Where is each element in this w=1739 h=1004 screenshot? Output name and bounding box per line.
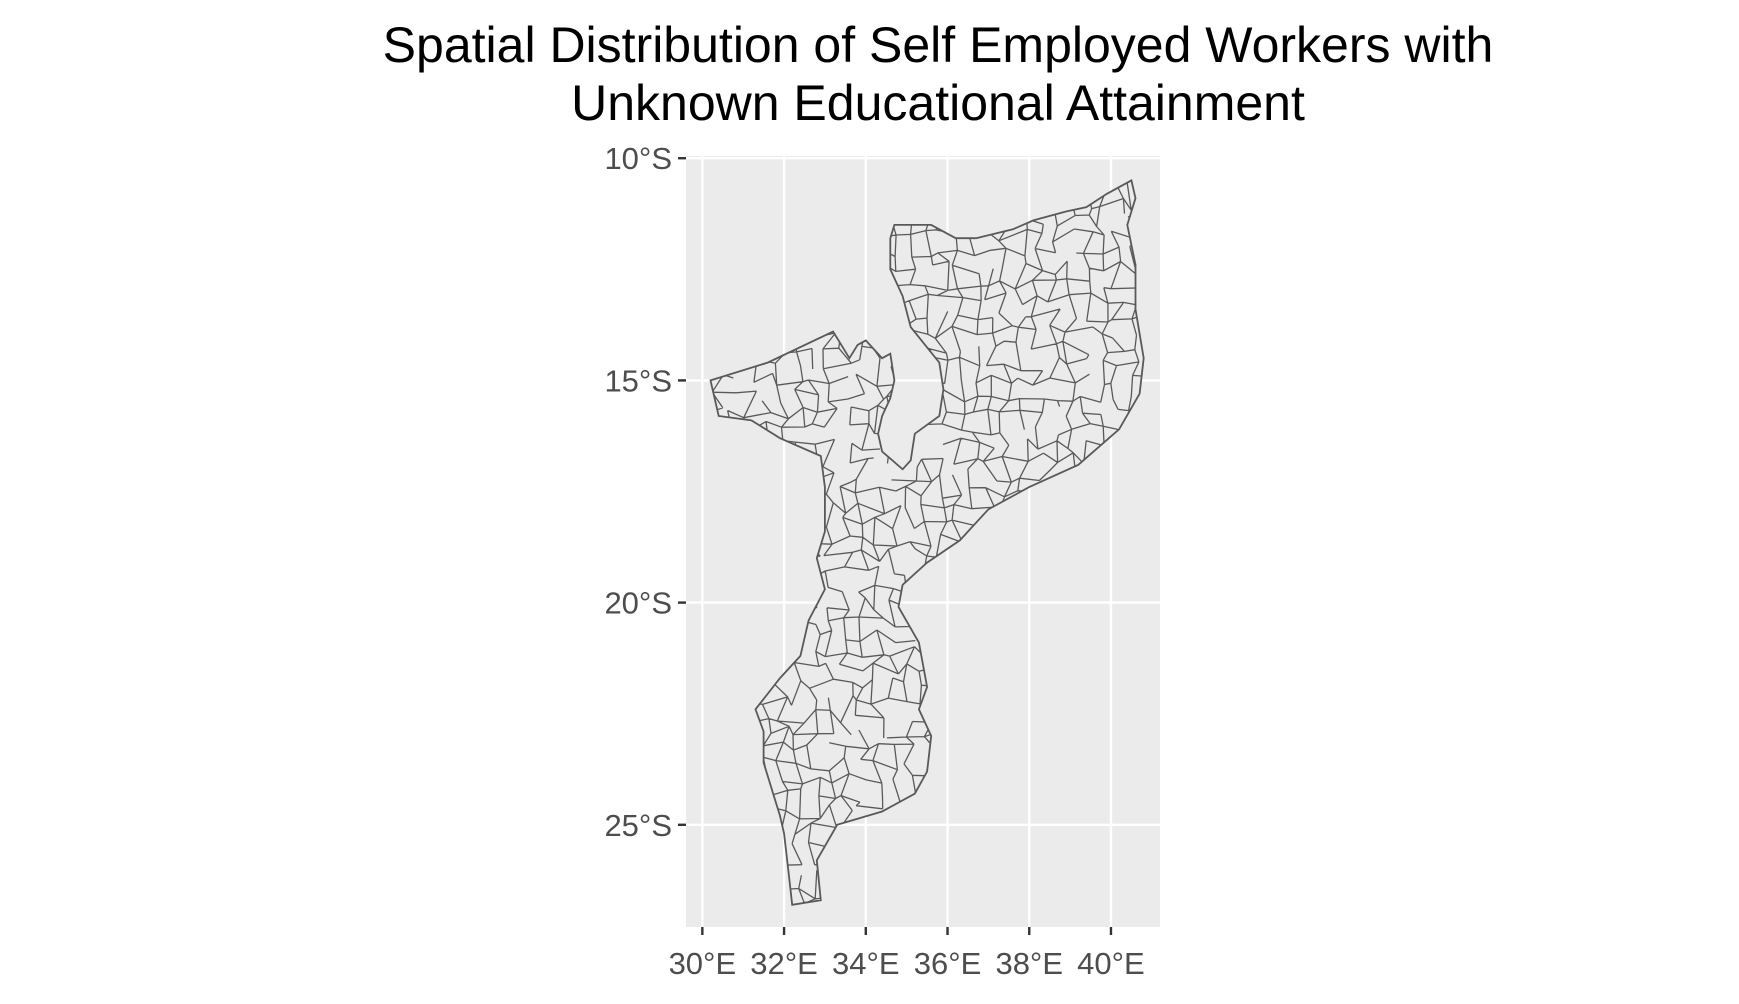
country-outline bbox=[709, 179, 1145, 906]
x-tick-label: 38°E bbox=[995, 946, 1063, 981]
chart-title: Spatial Distribution of Self Employed Wo… bbox=[0, 16, 1739, 132]
x-tick-label: 30°E bbox=[669, 946, 737, 981]
y-tick-label: 25°S bbox=[604, 808, 672, 843]
x-tick-label: 32°E bbox=[750, 946, 818, 981]
x-tick-label: 36°E bbox=[914, 946, 982, 981]
title-line-1: Spatial Distribution of Self Employed Wo… bbox=[382, 17, 1494, 73]
y-tick-label: 10°S bbox=[604, 141, 672, 176]
x-tick-label: 34°E bbox=[832, 946, 900, 981]
y-tick-label: 20°S bbox=[604, 586, 672, 621]
country-fill bbox=[710, 180, 1144, 905]
title-line-2: Unknown Educational Attainment bbox=[571, 75, 1305, 131]
y-tick-label: 15°S bbox=[604, 363, 672, 398]
axes: 10°S 15°S 20°S 25°S 30°E 32°E 34°E 36°E 38°E 40°E bbox=[604, 141, 1144, 981]
x-tick-label: 40°E bbox=[1077, 946, 1145, 981]
